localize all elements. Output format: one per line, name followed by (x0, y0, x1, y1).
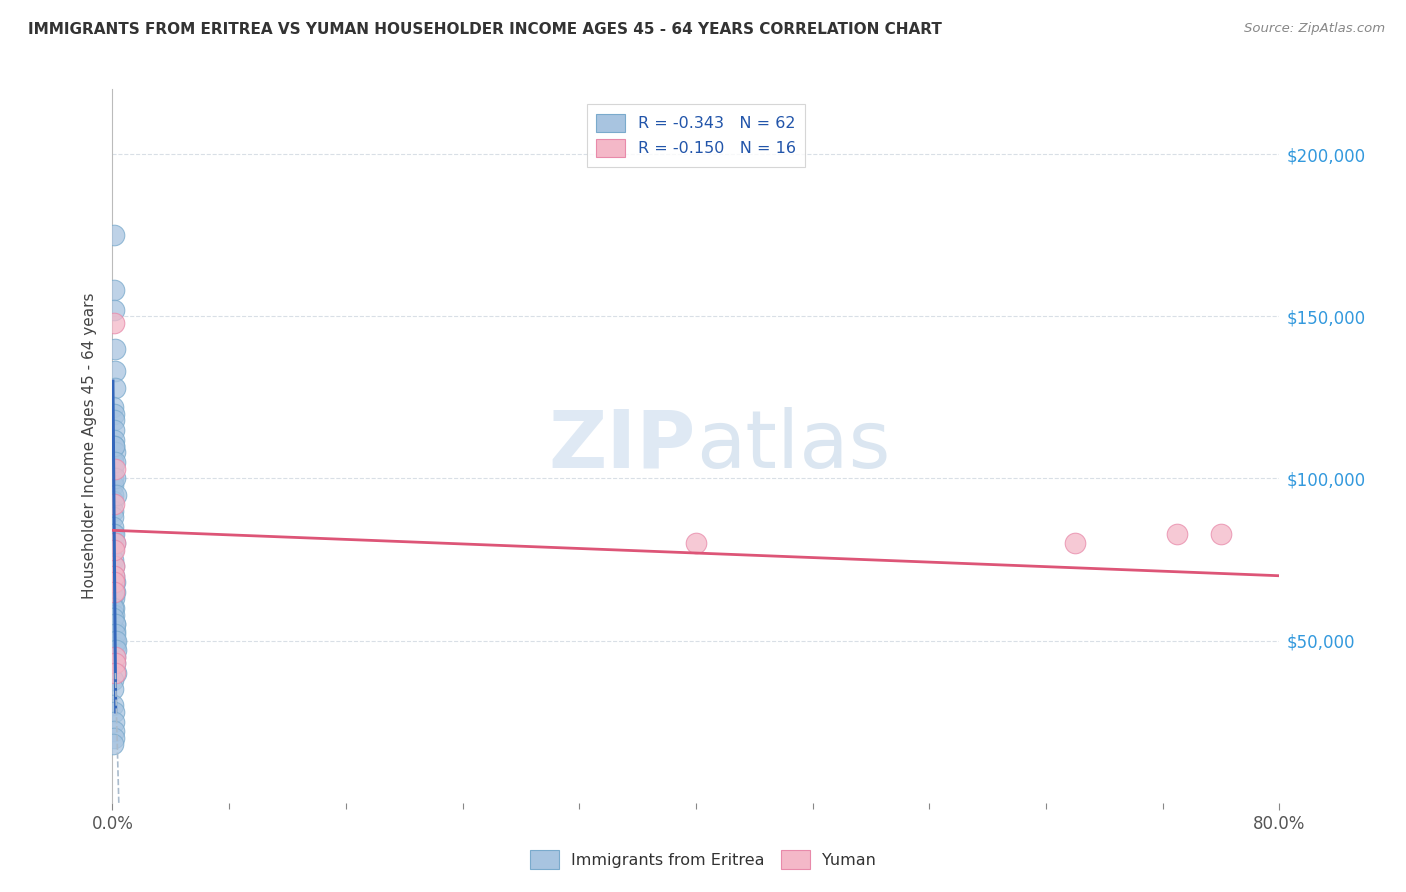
Text: Source: ZipAtlas.com: Source: ZipAtlas.com (1244, 22, 1385, 36)
Point (104, 488, 127, 502)
Point (103, 461, 125, 475)
Point (103, 682, 125, 697)
Point (104, 649, 127, 664)
Text: ZIP: ZIP (548, 407, 696, 485)
Point (103, 568, 125, 582)
Point (103, 497, 125, 511)
Point (103, 591, 125, 606)
Point (103, 526, 125, 541)
Point (104, 455, 127, 469)
Point (103, 302, 125, 317)
Point (103, 673, 125, 687)
Point (685, 536, 707, 550)
Point (104, 617, 127, 632)
Y-axis label: Householder Income Ages 45 - 64 years: Householder Income Ages 45 - 64 years (82, 293, 97, 599)
Point (104, 381, 127, 395)
Point (104, 627, 127, 641)
Point (104, 364, 127, 378)
Point (103, 407, 125, 421)
Point (1064, 536, 1087, 550)
Point (103, 478, 125, 492)
Text: IMMIGRANTS FROM ERITREA VS YUMAN HOUSEHOLDER INCOME AGES 45 - 64 YEARS CORRELATI: IMMIGRANTS FROM ERITREA VS YUMAN HOUSEHO… (28, 22, 942, 37)
Point (104, 657, 127, 671)
Point (104, 640, 127, 654)
Point (104, 536, 127, 550)
Point (104, 536, 127, 550)
Point (103, 510, 125, 524)
Point (103, 601, 125, 615)
Text: atlas: atlas (696, 407, 890, 485)
Point (103, 504, 125, 518)
Point (103, 520, 125, 534)
Point (103, 724, 125, 739)
Point (103, 494, 125, 508)
Point (103, 585, 125, 599)
Point (103, 575, 125, 590)
Point (1166, 526, 1188, 541)
Point (103, 559, 125, 574)
Point (103, 316, 125, 330)
Point (103, 607, 125, 622)
Point (104, 445, 127, 459)
Point (103, 698, 125, 713)
Point (1209, 526, 1232, 541)
Point (103, 413, 125, 427)
Point (103, 714, 125, 729)
Point (103, 611, 125, 625)
Point (103, 400, 125, 414)
Point (104, 649, 127, 664)
Point (104, 342, 127, 356)
Point (104, 471, 127, 485)
Point (103, 731, 125, 745)
Point (103, 526, 125, 541)
Legend: R = -0.343   N = 62, R = -0.150   N = 16: R = -0.343 N = 62, R = -0.150 N = 16 (586, 104, 806, 167)
Point (103, 488, 125, 502)
Point (105, 643, 128, 657)
Point (103, 455, 125, 469)
Point (103, 423, 125, 437)
Legend: Immigrants from Eritrea, Yuman: Immigrants from Eritrea, Yuman (523, 844, 883, 875)
Point (104, 617, 127, 632)
Point (103, 433, 125, 447)
Point (103, 542, 125, 557)
Point (103, 552, 125, 566)
Point (104, 633, 127, 648)
Point (104, 657, 127, 671)
Point (104, 585, 127, 599)
Point (103, 601, 125, 615)
Point (103, 559, 125, 574)
Point (103, 536, 125, 550)
Point (103, 585, 125, 599)
Point (103, 738, 125, 752)
Point (104, 575, 127, 590)
Point (103, 283, 125, 297)
Point (103, 575, 125, 590)
Point (103, 542, 125, 557)
Point (103, 568, 125, 582)
Point (104, 666, 127, 681)
Point (103, 228, 125, 243)
Point (104, 461, 127, 475)
Point (104, 633, 127, 648)
Point (103, 439, 125, 453)
Point (103, 705, 125, 719)
Point (103, 471, 125, 485)
Point (104, 624, 127, 638)
Point (103, 439, 125, 453)
Point (104, 666, 127, 681)
